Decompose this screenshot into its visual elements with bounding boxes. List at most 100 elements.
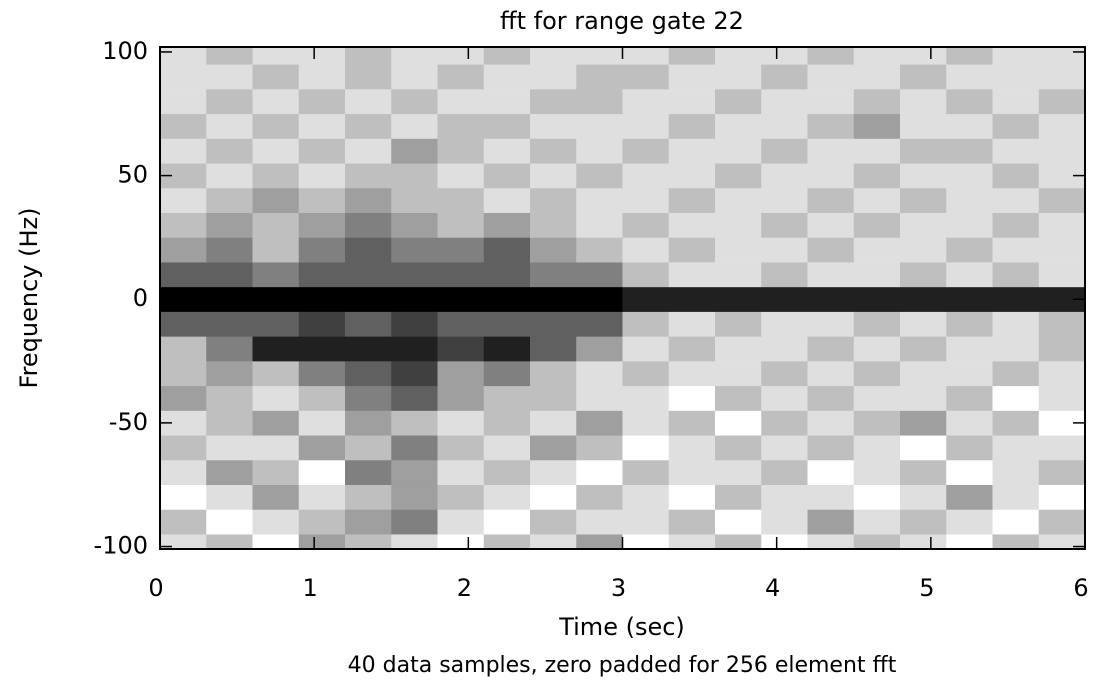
heatmap-cell	[437, 410, 485, 436]
heatmap-cell	[900, 534, 947, 549]
heatmap-cell	[992, 435, 1040, 461]
y-tick-label: 100	[102, 37, 148, 65]
heatmap-cell	[1038, 64, 1085, 90]
heatmap-cell	[252, 212, 300, 238]
heatmap-cell	[900, 237, 947, 263]
heatmap-cell	[298, 459, 346, 486]
heatmap-cell	[992, 509, 1040, 535]
heatmap-cell	[622, 262, 670, 288]
heatmap-cell	[715, 336, 762, 362]
heatmap-cell	[206, 435, 253, 461]
heatmap-cell	[715, 262, 762, 288]
heatmap-cell	[715, 64, 762, 90]
heatmap-cell	[668, 89, 716, 115]
heatmap-cell	[483, 336, 531, 362]
heatmap-cell	[807, 534, 855, 549]
heatmap-cell	[853, 534, 901, 549]
heatmap-cell	[853, 336, 901, 362]
heatmap-cell	[1038, 509, 1085, 535]
heatmap-cell	[576, 212, 623, 238]
heatmap-cell	[807, 286, 855, 312]
heatmap-cell	[715, 509, 762, 535]
heatmap-cell	[853, 138, 901, 164]
heatmap-cell	[807, 311, 855, 337]
heatmap-cell	[206, 113, 253, 139]
heatmap-cell	[992, 138, 1040, 164]
heatmap-cell	[298, 534, 346, 549]
heatmap-cell	[761, 237, 808, 263]
heatmap-cell	[160, 212, 207, 238]
heatmap-cell	[206, 138, 253, 164]
heatmap-cell	[160, 385, 207, 411]
heatmap-cell	[252, 286, 300, 312]
heatmap-cell	[992, 459, 1040, 486]
heatmap-cell	[160, 113, 207, 139]
heatmap-cell	[761, 410, 808, 436]
heatmap-cell	[483, 89, 531, 115]
heatmap-cell	[622, 113, 670, 139]
heatmap-cell	[206, 237, 253, 263]
heatmap-cell	[946, 47, 993, 65]
heatmap-cell	[1038, 311, 1085, 337]
heatmap-cell	[483, 459, 531, 486]
heatmap-cell	[1038, 113, 1085, 139]
heatmap-cell	[900, 459, 947, 486]
heatmap-cell	[946, 286, 993, 312]
heatmap-cell	[853, 212, 901, 238]
heatmap-cell	[483, 286, 531, 312]
heatmap-cell	[437, 459, 485, 486]
heatmap-cell	[668, 138, 716, 164]
heatmap-cell	[668, 64, 716, 90]
heatmap-cell	[437, 509, 485, 535]
heatmap-cell	[992, 311, 1040, 337]
heatmap-cell	[345, 89, 392, 115]
heatmap-cell	[761, 262, 808, 288]
heatmap-cell	[761, 534, 808, 549]
heatmap-cell	[900, 89, 947, 115]
heatmap-cell	[298, 311, 346, 337]
heatmap-cell	[437, 64, 485, 90]
heatmap-cell	[715, 89, 762, 115]
heatmap-cell	[576, 435, 623, 461]
heatmap-cell	[483, 262, 531, 288]
heatmap-cell	[946, 89, 993, 115]
heatmap-cell	[345, 534, 392, 549]
heatmap-cell	[622, 89, 670, 115]
heatmap-cell	[853, 311, 901, 337]
heatmap-cell	[668, 509, 716, 535]
heatmap-cell	[160, 534, 207, 549]
x-tick-label: 2	[457, 574, 472, 602]
heatmap-cell	[345, 237, 392, 263]
heatmap-cell	[530, 509, 577, 535]
heatmap-cell	[160, 138, 207, 164]
heatmap-cell	[391, 138, 438, 164]
heatmap-cell	[946, 262, 993, 288]
heatmap-cell	[668, 410, 716, 436]
heatmap-cell	[298, 138, 346, 164]
heatmap-cell	[946, 459, 993, 486]
heatmap-cell	[391, 385, 438, 411]
heatmap-cell	[576, 410, 623, 436]
heatmap-cell	[853, 459, 901, 486]
heatmap-cell	[206, 311, 253, 337]
heatmap-cell	[622, 311, 670, 337]
heatmap-cell	[761, 435, 808, 461]
heatmap-cell	[160, 459, 207, 486]
heatmap-cell	[576, 336, 623, 362]
heatmap-cell	[206, 385, 253, 411]
heatmap-cell	[807, 509, 855, 535]
heatmap-cell	[391, 237, 438, 263]
heatmap-cell	[483, 163, 531, 189]
heatmap-cell	[900, 385, 947, 411]
heatmap-cell	[391, 484, 438, 510]
heatmap-cell	[576, 459, 623, 486]
heatmap-cell	[807, 187, 855, 213]
heatmap-cell	[715, 47, 762, 65]
heatmap-cell	[530, 89, 577, 115]
heatmap-cell	[668, 361, 716, 387]
heatmap-cell	[437, 385, 485, 411]
heatmap-cell	[1038, 237, 1085, 263]
heatmap-cell	[946, 64, 993, 90]
heatmap-cell	[807, 212, 855, 238]
heatmap-cell	[252, 385, 300, 411]
